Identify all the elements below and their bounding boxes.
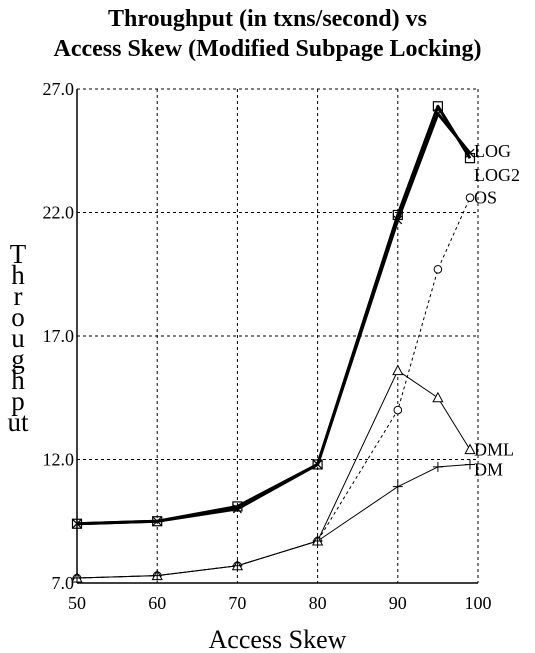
- series-label-dm: DM: [474, 460, 503, 480]
- x-tick-label: 60: [148, 593, 166, 613]
- square-marker: [432, 101, 443, 112]
- x-marker: [152, 516, 162, 526]
- plus-marker: [72, 573, 82, 584]
- x-tick-label: 90: [389, 593, 407, 613]
- x-marker: [232, 504, 242, 514]
- x-axis-label: Access Skew: [209, 625, 347, 653]
- x-marker: [72, 519, 82, 529]
- square-marker: [392, 209, 403, 221]
- y-tick-label: 27.0: [43, 79, 75, 99]
- series-label-log: LOG: [474, 141, 511, 161]
- y-tick-label: 17.0: [43, 326, 75, 346]
- square-marker: [71, 518, 83, 529]
- x-marker: [313, 460, 323, 469]
- x-tick-label: 50: [68, 593, 86, 613]
- square-marker: [152, 516, 163, 527]
- series-label-dml: DML: [474, 440, 514, 460]
- x-tick-label: 100: [465, 593, 492, 613]
- chart-title: Throughput (in txns/second) vs: [108, 6, 427, 32]
- series-label-os: OS: [474, 188, 497, 208]
- y-tick-label: 7.0: [52, 573, 75, 593]
- plus-marker: [432, 461, 443, 472]
- y-tick-label: 12.0: [43, 450, 75, 470]
- square-marker: [312, 459, 323, 470]
- x-tick-label: 80: [309, 593, 327, 613]
- plus-marker: [392, 481, 403, 492]
- square-marker: [464, 153, 476, 164]
- circle-marker: [465, 193, 475, 202]
- circle-marker: [433, 265, 443, 274]
- plus-marker: [152, 570, 163, 581]
- triangle-marker: [392, 364, 404, 376]
- triangle-marker: [464, 443, 476, 455]
- plus-marker: [312, 536, 323, 547]
- series-label-log2: LOG2: [474, 165, 520, 185]
- series-line-dml: [76, 370, 471, 579]
- plus-marker: [232, 560, 243, 571]
- chart-subtitle: Access Skew (Modified Subpage Locking): [53, 36, 482, 62]
- square-marker: [232, 501, 243, 512]
- y-axis-label: Throughput: [7, 239, 29, 437]
- plus-marker: [464, 459, 475, 470]
- circle-marker: [393, 405, 403, 415]
- triangle-marker: [432, 391, 444, 403]
- series-line-log2: [76, 104, 472, 526]
- x-tick-label: 70: [228, 593, 246, 613]
- y-tick-label: 22.0: [43, 203, 75, 223]
